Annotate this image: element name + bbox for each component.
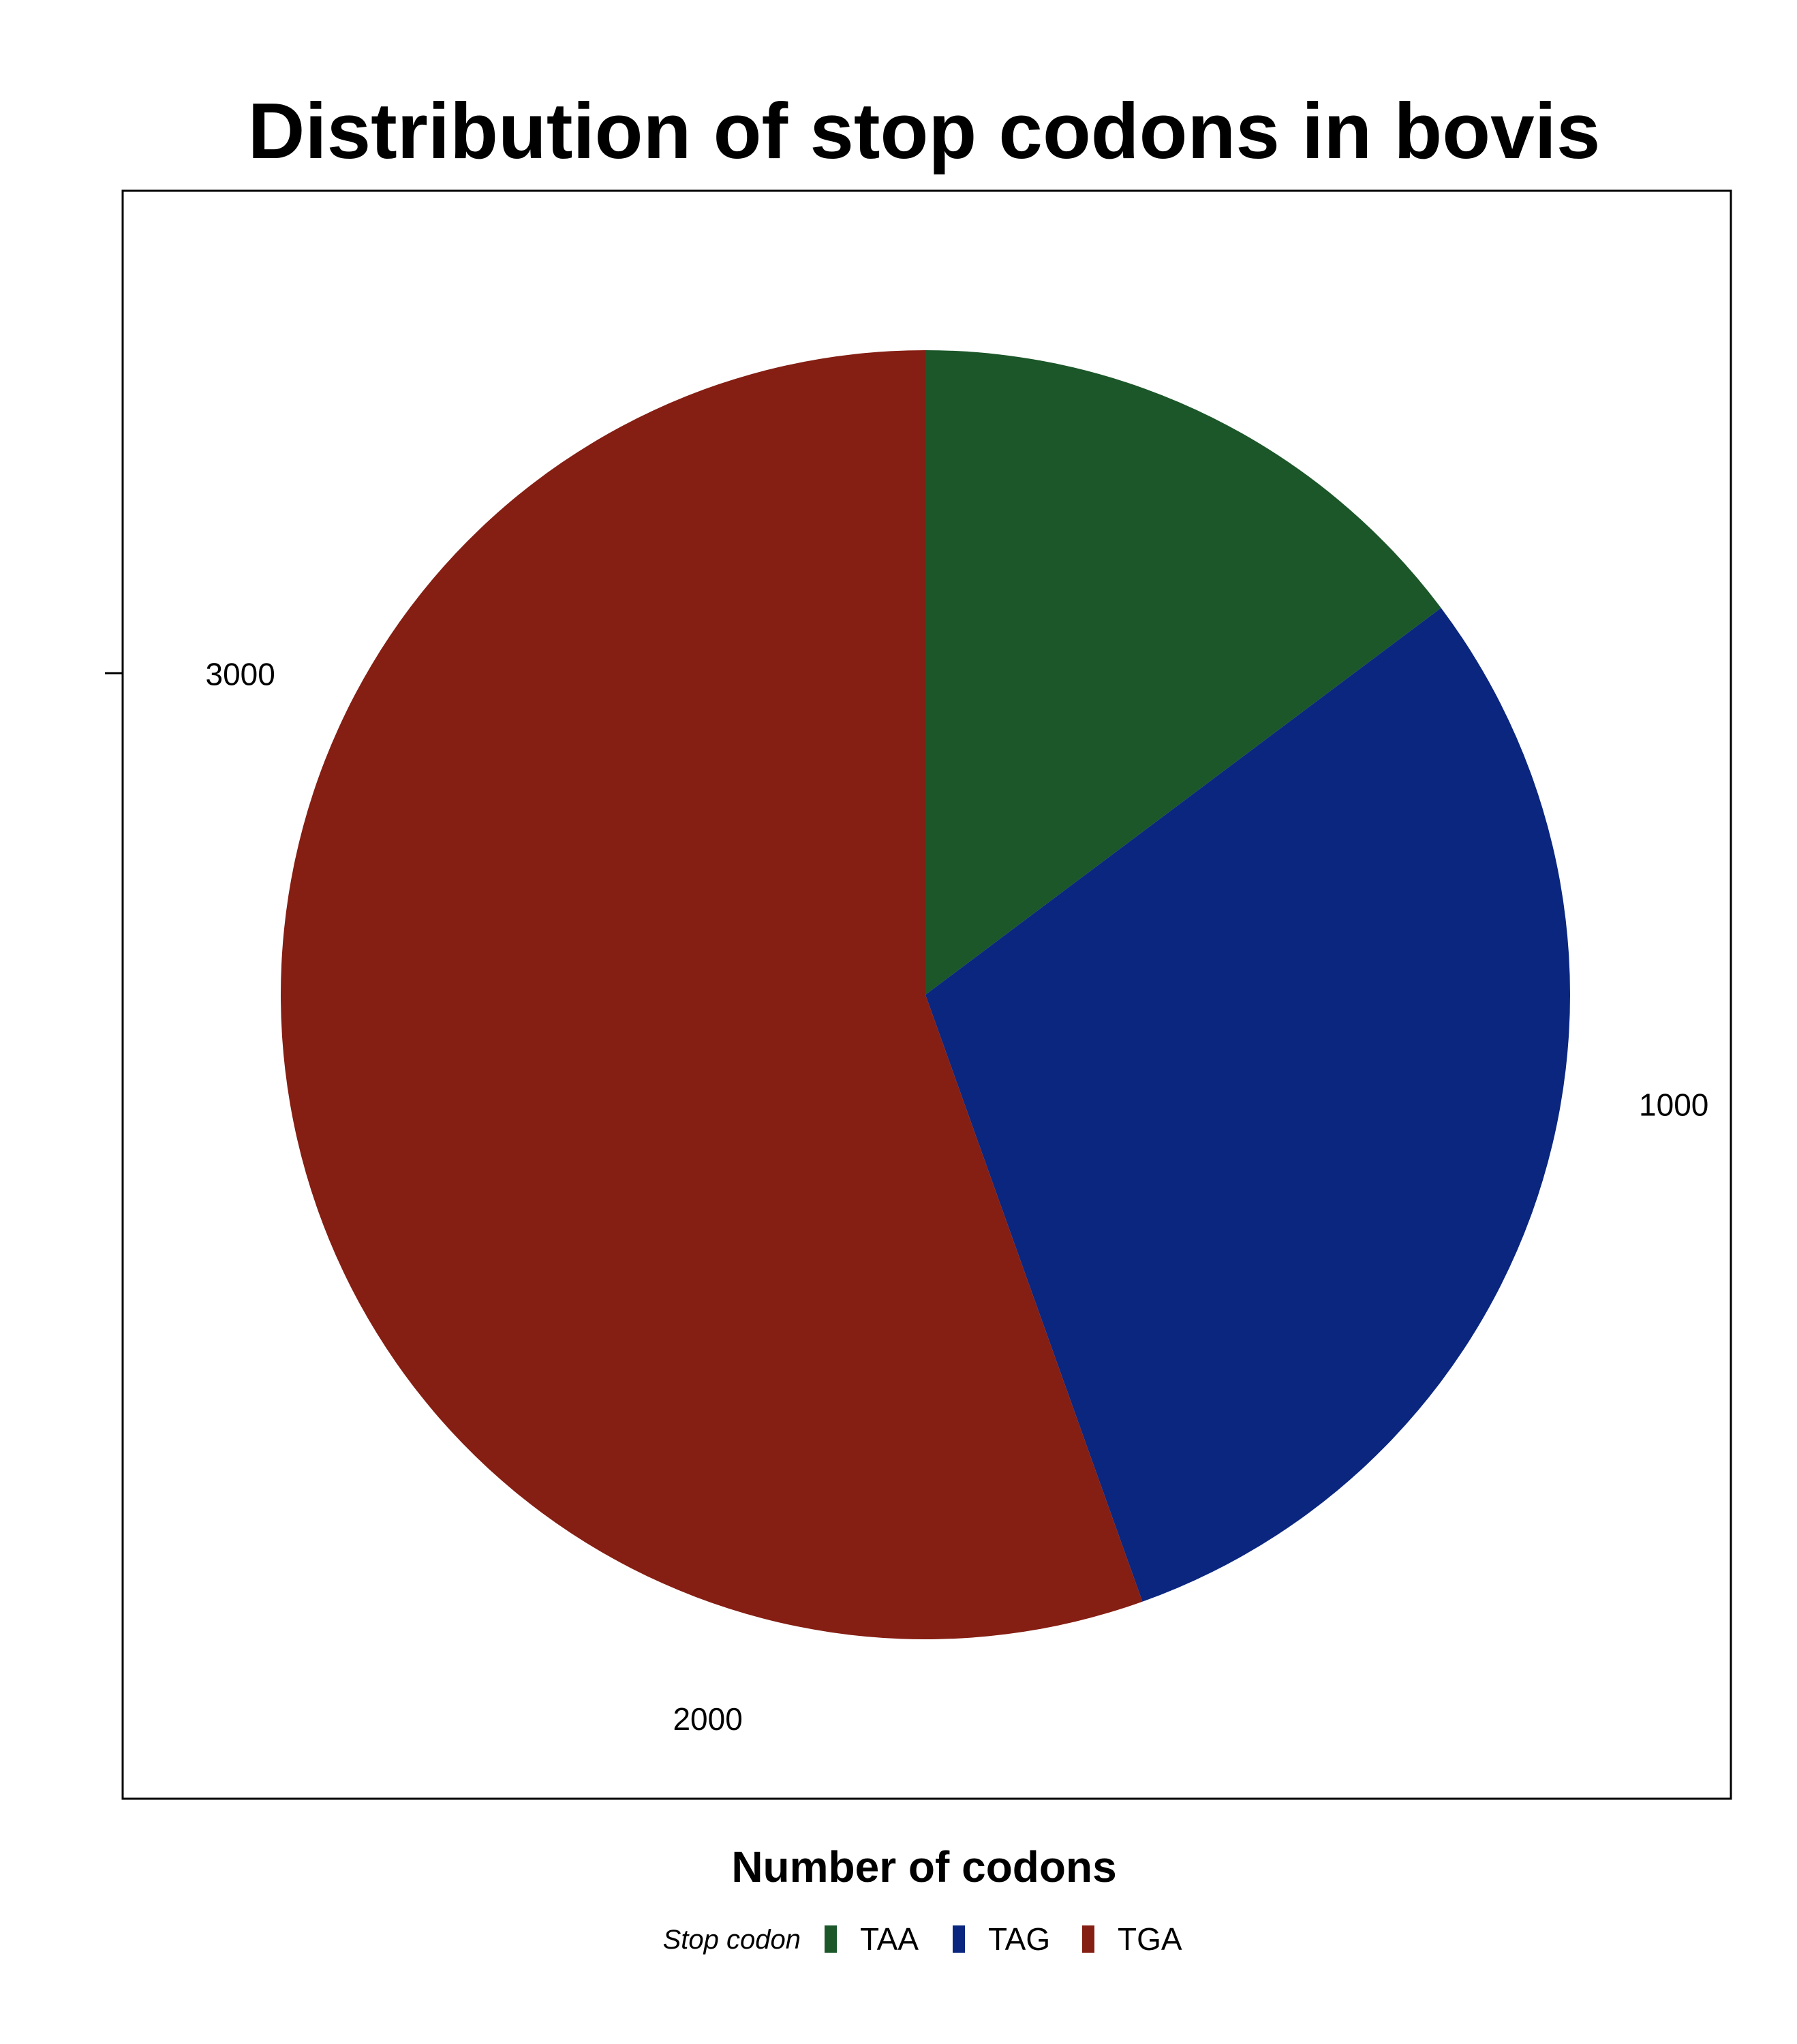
legend-label-tga: TGA [1118, 1921, 1182, 1957]
legend-key-tga [1082, 1925, 1094, 1953]
legend: Stop codon TAA TAG TGA [663, 1921, 1182, 1957]
pie-slice-tag [925, 608, 1570, 1602]
pie-slice-taa [925, 350, 1441, 995]
legend-title: Stop codon [663, 1925, 801, 1955]
axis-tick-label: 1000 [1639, 1087, 1708, 1122]
axis-tick-label: 3000 [205, 656, 275, 692]
chart-title: Distribution of stop codons in bovis [248, 87, 1601, 175]
axis-tick-labels: 1000 2000 3000 [205, 656, 1708, 1737]
legend-key-tag [953, 1925, 965, 1953]
pie-slices [280, 350, 1570, 1640]
axis-tick-label: 2000 [673, 1701, 742, 1737]
legend-label-tag: TAG [988, 1921, 1050, 1957]
pie-slice-tga [280, 350, 1143, 1640]
legend-label-taa: TAA [860, 1921, 919, 1957]
x-axis-title: Number of codons [731, 1842, 1116, 1891]
legend-key-taa [825, 1925, 837, 1953]
